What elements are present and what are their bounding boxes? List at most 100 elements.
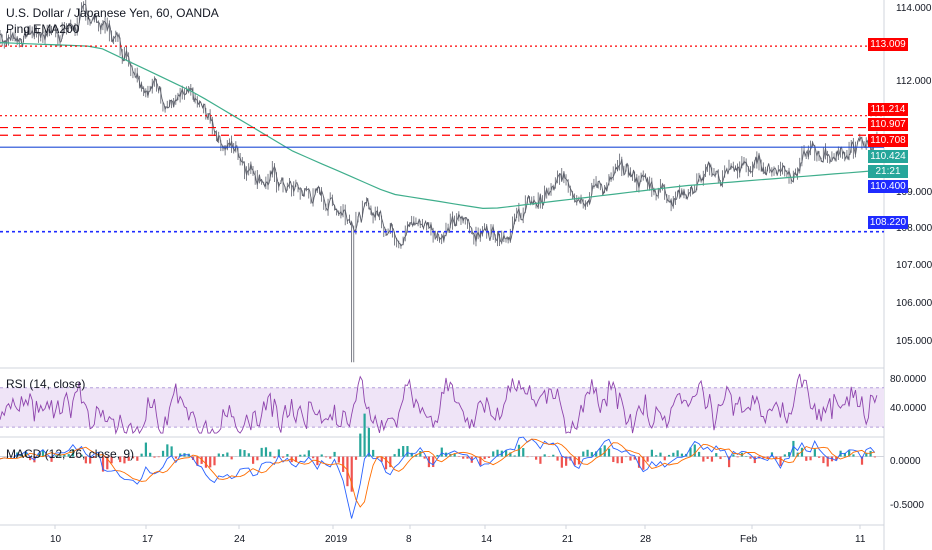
macd-histogram-bar (213, 456, 216, 466)
macd-histogram-bar (719, 456, 722, 460)
macd-histogram-bar (406, 446, 409, 457)
macd-histogram-bar (637, 456, 641, 468)
macd-histogram-bar (226, 452, 229, 457)
macd-histogram-bar (492, 451, 495, 457)
price-tag-level[interactable]: 113.009 (868, 38, 908, 51)
macd-histogram-bar (414, 454, 418, 457)
macd-histogram-bar (354, 456, 358, 460)
ema-indicator-label[interactable]: Ping EMA200 (6, 22, 80, 36)
macd-histogram-bar (483, 456, 486, 460)
macd-histogram-bar (153, 456, 156, 458)
macd-histogram-bar (41, 449, 45, 457)
macd-histogram-bar (393, 454, 396, 457)
price-tick: 107.000 (896, 260, 932, 271)
macd-histogram-bar (715, 453, 718, 457)
macd-histogram-bar (565, 456, 568, 466)
macd-histogram-bar (196, 456, 199, 466)
macd-histogram-bar (329, 456, 332, 459)
time-label: 10 (50, 534, 62, 545)
macd-histogram-bar (256, 456, 259, 461)
price-tag-line[interactable]: 110.400 (868, 180, 908, 193)
time-label: Feb (740, 534, 758, 545)
macd-histogram-bar (20, 453, 23, 457)
macd-histogram-bar (539, 456, 542, 464)
macd-histogram-bar (697, 451, 701, 457)
macd-histogram-bar (543, 454, 546, 457)
macd-histogram-bar (54, 455, 57, 457)
macd-histogram-bar (432, 456, 435, 468)
macd-histogram-bar (243, 450, 246, 457)
macd-histogram-bar (63, 454, 66, 457)
macd-histogram-bar (625, 456, 628, 458)
macd-histogram-bar (380, 456, 383, 462)
macd-histogram-bar (822, 456, 825, 464)
macd-histogram-bar (633, 456, 636, 460)
macd-histogram-bar (144, 442, 147, 457)
macd-indicator-label[interactable]: MACD (12, 26, close, 9) (6, 447, 135, 461)
time-label: 21 (562, 534, 574, 545)
macd-histogram-bar (324, 456, 328, 458)
macd-histogram-bar (140, 453, 143, 457)
price-tag-level[interactable]: 111.214 (868, 103, 908, 116)
macd-histogram-bar (727, 456, 731, 468)
price-tag-level[interactable]: 110.907 (868, 118, 908, 131)
macd-histogram-bar (487, 456, 491, 458)
macd-histogram-bar (603, 445, 606, 457)
macd-histogram-bar (106, 456, 109, 470)
macd-histogram-bar (659, 452, 662, 457)
macd-histogram-bar (560, 456, 563, 468)
macd-histogram-bar (372, 449, 375, 457)
macd-histogram-bar (779, 456, 782, 466)
macd-histogram-bar (595, 451, 598, 457)
countdown-tag: 21:21 (868, 165, 908, 178)
macd-histogram-bar (123, 456, 126, 464)
macd-tick: 0.0000 (890, 456, 921, 467)
macd-histogram-bar (586, 449, 589, 457)
macd-histogram-bar (453, 454, 456, 457)
macd-histogram-bar (29, 456, 32, 461)
price-tag-current[interactable]: 110.424 (868, 150, 908, 163)
symbol-title[interactable]: U.S. Dollar / Japanese Yen, 60, OANDA (6, 6, 219, 20)
macd-histogram-bar (556, 456, 559, 461)
macd-histogram-bar (650, 449, 653, 457)
macd-histogram-bar (783, 454, 786, 457)
price-tag-level[interactable]: 108.220 (868, 216, 908, 229)
macd-histogram-bar (230, 456, 233, 460)
macd-histogram-bar (127, 456, 130, 461)
macd-histogram-bar (693, 444, 696, 457)
macd-histogram-bar (397, 448, 400, 457)
macd-histogram-bar (204, 456, 208, 468)
macd-histogram-bar (865, 452, 868, 457)
time-label: 17 (142, 534, 154, 545)
macd-histogram-bar (359, 433, 362, 457)
macd-histogram-bar (303, 454, 306, 457)
macd-histogram-bar (526, 456, 529, 458)
macd-histogram-bar (221, 454, 225, 457)
macd-histogram-bar (860, 456, 864, 465)
macd-histogram-bar (835, 456, 838, 461)
macd-histogram-bar (749, 456, 752, 459)
rsi-indicator-label[interactable]: RSI (14, close) (6, 377, 86, 391)
price-tick: 114.000 (896, 3, 932, 14)
macd-histogram-bar (423, 456, 426, 459)
macd-histogram-bar (166, 444, 169, 457)
macd-histogram-bar (286, 454, 289, 457)
price-tag-level[interactable]: 110.708 (868, 134, 908, 147)
rsi-tick: 40.0000 (890, 403, 927, 414)
macd-histogram-bar (363, 413, 366, 457)
macd-histogram-bar (655, 455, 658, 457)
macd-histogram-bar (436, 454, 439, 457)
price-tick: 109.000 (896, 187, 932, 198)
macd-histogram-bar (616, 456, 619, 464)
macd-histogram-bar (852, 454, 855, 457)
macd-histogram-bar (93, 456, 96, 458)
macd-histogram-bar (710, 456, 714, 462)
macd-histogram-bar (312, 456, 315, 459)
macd-histogram-bar (389, 456, 392, 468)
macd-histogram-bar (342, 456, 345, 472)
macd-histogram-bar (869, 450, 872, 457)
macd-histogram-bar (466, 456, 469, 459)
price-tick: 108.000 (896, 223, 932, 234)
macd-histogram-bar (50, 456, 53, 462)
